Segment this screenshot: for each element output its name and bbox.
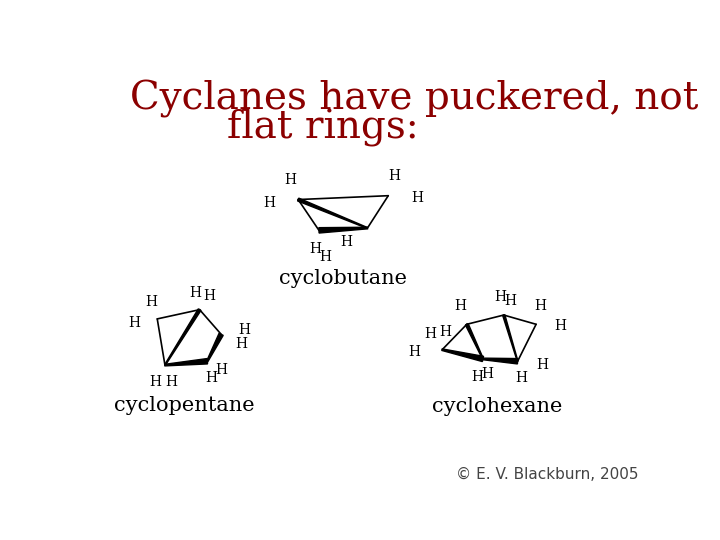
Polygon shape xyxy=(207,333,223,362)
Polygon shape xyxy=(442,349,484,362)
Text: H: H xyxy=(408,345,420,359)
Polygon shape xyxy=(503,315,518,361)
Text: H: H xyxy=(309,242,321,256)
Text: H: H xyxy=(319,249,331,264)
Text: H: H xyxy=(516,371,528,385)
Text: H: H xyxy=(439,325,451,339)
Text: H: H xyxy=(425,327,436,341)
Text: H: H xyxy=(481,367,492,381)
Text: H: H xyxy=(341,235,353,249)
Text: H: H xyxy=(411,191,423,205)
Polygon shape xyxy=(165,359,207,366)
Text: H: H xyxy=(215,363,228,377)
Text: cyclohexane: cyclohexane xyxy=(433,397,563,416)
Text: H: H xyxy=(536,358,548,372)
Text: H: H xyxy=(165,375,177,389)
Text: cyclobutane: cyclobutane xyxy=(279,269,407,288)
Text: H: H xyxy=(494,289,506,303)
Text: H: H xyxy=(454,299,467,313)
Text: H: H xyxy=(190,286,202,300)
Text: H: H xyxy=(284,173,297,186)
Polygon shape xyxy=(297,198,368,228)
Text: H: H xyxy=(128,316,140,330)
Text: flat rings:: flat rings: xyxy=(227,110,418,147)
Text: © E. V. Blackburn, 2005: © E. V. Blackburn, 2005 xyxy=(456,467,639,482)
Text: H: H xyxy=(534,299,546,313)
Text: H: H xyxy=(145,295,157,309)
Polygon shape xyxy=(165,309,201,366)
Text: H: H xyxy=(235,336,247,350)
Text: H: H xyxy=(388,168,400,183)
Text: H: H xyxy=(263,197,275,211)
Polygon shape xyxy=(483,358,518,364)
Text: H: H xyxy=(554,319,567,333)
Text: H: H xyxy=(203,289,215,303)
Text: H: H xyxy=(150,375,162,389)
Text: H: H xyxy=(205,371,217,385)
Polygon shape xyxy=(319,227,367,233)
Polygon shape xyxy=(465,323,483,359)
Text: H: H xyxy=(238,323,250,338)
Text: cyclopentane: cyclopentane xyxy=(114,396,254,415)
Text: Cyclanes have puckered, not: Cyclanes have puckered, not xyxy=(130,80,698,118)
Text: H: H xyxy=(471,370,483,384)
Text: H: H xyxy=(504,294,516,308)
